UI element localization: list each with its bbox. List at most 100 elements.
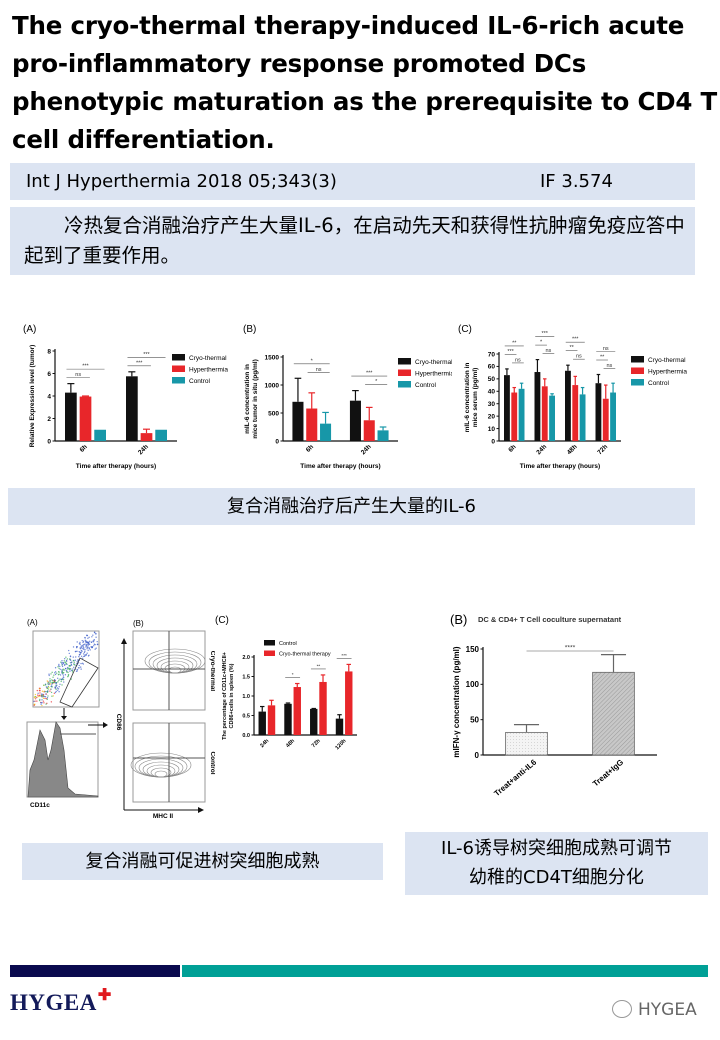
x-tick-label: 48h bbox=[285, 738, 296, 749]
scatter-dot bbox=[79, 643, 81, 645]
scatter-dot bbox=[33, 704, 36, 706]
row-label: Control bbox=[209, 751, 215, 774]
significance-label: *** bbox=[542, 331, 549, 337]
scatter-dot bbox=[81, 639, 83, 642]
scatter-dot bbox=[72, 656, 75, 658]
y-axis-label: mice serum (pg/ml) bbox=[472, 368, 479, 428]
scatter-dot bbox=[67, 671, 69, 674]
scatter-dot bbox=[58, 679, 60, 682]
scatter-dot bbox=[41, 694, 43, 697]
scatter-dot bbox=[69, 665, 71, 667]
legend-swatch bbox=[631, 356, 644, 363]
scatter-dot bbox=[78, 655, 80, 658]
scatter-dot bbox=[61, 660, 63, 662]
wechat-watermark: HYGEA bbox=[612, 1000, 697, 1020]
y-axis-label: mIL-6 concentration in bbox=[244, 364, 251, 434]
scatter-dot bbox=[80, 646, 83, 649]
scatter-dot bbox=[62, 675, 65, 677]
footer-bar-teal bbox=[182, 965, 708, 977]
x-tick-label: 6h bbox=[507, 443, 517, 453]
scatter-dot bbox=[84, 637, 86, 639]
y-tick-label: 150 bbox=[466, 645, 480, 654]
bar bbox=[549, 395, 555, 441]
scatter-dot bbox=[43, 684, 45, 686]
bar bbox=[565, 370, 571, 441]
y-tick-label: 6 bbox=[47, 371, 51, 378]
scatter-dot bbox=[69, 670, 71, 672]
y-tick-label: 2.0 bbox=[242, 655, 250, 661]
scatter-dot bbox=[71, 661, 73, 663]
scatter-dot bbox=[55, 685, 57, 688]
scatter-dot bbox=[43, 702, 45, 704]
scatter-dot bbox=[65, 660, 68, 662]
x-tick-label: 24h bbox=[259, 738, 270, 749]
scatter-dot bbox=[83, 651, 86, 654]
significance-label: ns bbox=[545, 348, 551, 354]
legend-label: Cryo-thermal therapy bbox=[279, 651, 331, 657]
y-tick-label: 8 bbox=[47, 348, 51, 355]
scatter-dot bbox=[46, 691, 49, 693]
y-tick-label: 50 bbox=[470, 715, 479, 724]
scatter-dot bbox=[59, 683, 61, 685]
scatter-dot bbox=[62, 662, 65, 665]
y-tick-label: 500 bbox=[268, 410, 279, 417]
scatter-dot bbox=[70, 664, 73, 666]
significance-label: *** bbox=[82, 364, 89, 370]
scatter-dot bbox=[87, 649, 89, 652]
scatter-dot bbox=[49, 680, 51, 682]
scatter-dot bbox=[60, 678, 63, 680]
caption-line: IL-6诱导树突细胞成熟可调节 bbox=[441, 838, 672, 859]
scatter-dot bbox=[46, 697, 49, 699]
scatter-dot bbox=[51, 684, 53, 686]
scatter-dot bbox=[96, 640, 98, 643]
y-tick-label: 1.5 bbox=[242, 674, 250, 680]
scatter-dot bbox=[48, 673, 50, 675]
y-tick-label: 0.0 bbox=[242, 733, 250, 739]
caption-dc-maturation: 复合消融可促进树突细胞成熟 bbox=[22, 843, 383, 880]
significance-label: * bbox=[311, 358, 314, 364]
scatter-dot bbox=[50, 701, 53, 703]
scatter-dot bbox=[71, 671, 74, 673]
scatter-dot bbox=[54, 667, 57, 669]
scatter-dot bbox=[58, 690, 60, 693]
scatter-dot bbox=[53, 674, 55, 676]
hygea-logo: HYGEA✚ bbox=[10, 987, 112, 1016]
gate bbox=[59, 657, 99, 708]
journal-citation: Int J Hyperthermia 2018 05;343(3) bbox=[26, 171, 337, 192]
scatter-dot bbox=[57, 666, 59, 668]
scatter-dot bbox=[47, 685, 50, 688]
scatter-dot bbox=[40, 703, 42, 705]
legend-swatch bbox=[172, 365, 185, 372]
scatter-dot bbox=[41, 699, 43, 701]
scatter-dot bbox=[36, 689, 39, 692]
scatter-dot bbox=[37, 695, 39, 698]
scatter-dot bbox=[80, 662, 82, 665]
scatter-dot bbox=[79, 647, 81, 649]
scatter-dot bbox=[58, 665, 60, 667]
scatter-dot bbox=[86, 652, 88, 654]
scatter-dot bbox=[54, 671, 57, 673]
scatter-dot bbox=[68, 652, 70, 655]
scatter-dot bbox=[86, 648, 88, 650]
significance-label: ns bbox=[603, 346, 609, 352]
scatter-dot bbox=[58, 671, 60, 673]
chart-ifn-gamma: (B) DC & CD4+ T Cell coculture supernatan… bbox=[450, 612, 657, 798]
scatter-dot bbox=[62, 669, 64, 671]
significance-label: ns bbox=[316, 367, 322, 373]
scatter-dot bbox=[88, 643, 91, 646]
scatter-dot bbox=[62, 671, 65, 674]
scatter-dot bbox=[57, 677, 59, 679]
scatter-dot bbox=[84, 650, 86, 652]
scatter-dot bbox=[42, 697, 45, 700]
citation-bar: Int J Hyperthermia 2018 05;343(3) IF 3.5… bbox=[10, 163, 695, 200]
scatter-dot bbox=[92, 640, 94, 642]
y-tick-label: 0 bbox=[275, 438, 279, 445]
scatter-dot bbox=[39, 688, 41, 690]
scatter-dot bbox=[47, 681, 49, 684]
panel-label: (C) bbox=[215, 615, 229, 626]
scatter-dot bbox=[55, 688, 57, 690]
significance-label: * bbox=[540, 340, 543, 346]
scatter-dot bbox=[57, 688, 60, 690]
panel-label: (B) bbox=[450, 612, 467, 627]
